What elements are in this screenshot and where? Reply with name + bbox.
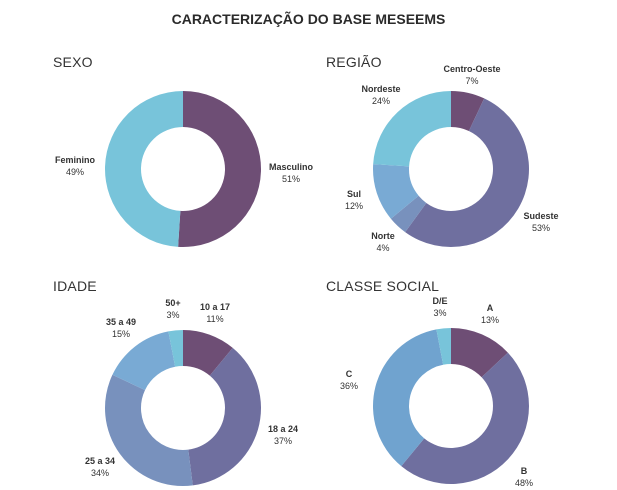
label-idade-50-name: 50+ (165, 298, 180, 308)
slice-idade-35-a-49 (112, 331, 176, 391)
label-sexo-masculino-name: Masculino (269, 162, 314, 172)
chart-title-sexo: SEXO (53, 54, 93, 70)
slice-classe-social-d-e (436, 328, 451, 365)
slice-regiao-sudeste (405, 98, 529, 247)
label-idade-18-a-24-name: 18 a 24 (268, 424, 298, 434)
label-idade-25-a-34-name: 25 a 34 (85, 456, 115, 466)
label-regiao-centro-oeste-value: 7% (465, 76, 478, 86)
label-classe-social-a-name: A (487, 303, 494, 313)
slice-regiao-nordeste (373, 91, 451, 167)
slice-sexo-feminino (105, 91, 183, 247)
slice-classe-social-c (372, 329, 444, 467)
slice-classe-social-b (401, 352, 530, 485)
label-regiao-nordeste-name: Nordeste (361, 84, 400, 94)
slice-regiao-norte (390, 195, 427, 233)
label-idade-10-a-17-name: 10 a 17 (200, 302, 230, 312)
slice-classe-social-a (451, 328, 508, 378)
label-regiao-sudeste-value: 53% (532, 223, 550, 233)
label-classe-social-b-value: 48% (515, 478, 533, 488)
label-idade-25-a-34-value: 34% (91, 468, 109, 478)
label-classe-social-d-e-name: D/E (432, 296, 447, 306)
label-regiao-norte-name: Norte (371, 231, 395, 241)
label-classe-social-c-name: C (346, 369, 353, 379)
page-title: CARACTERIZAÇÃO DO BASE MESEEMS (171, 11, 446, 27)
chart-title-idade: IDADE (53, 278, 97, 294)
label-classe-social-d-e-value: 3% (433, 308, 446, 318)
slice-regiao-sul (373, 164, 419, 219)
label-classe-social-c-value: 36% (340, 381, 358, 391)
label-regiao-nordeste-value: 24% (372, 96, 390, 106)
label-regiao-centro-oeste-name: Centro-Oeste (443, 64, 500, 74)
label-idade-10-a-17-value: 11% (206, 314, 223, 324)
label-regiao-sul-value: 12% (345, 201, 363, 211)
chart-title-regiao: REGIÃO (326, 54, 382, 70)
slice-regiao-centro-oeste (451, 91, 485, 131)
slice-idade-18-a-24 (188, 347, 261, 486)
label-regiao-sul-name: Sul (347, 189, 361, 199)
label-idade-50-value: 3% (166, 310, 179, 320)
label-classe-social-b-name: B (521, 466, 528, 476)
label-sexo-masculino-value: 51% (282, 174, 300, 184)
slice-sexo-masculino (178, 91, 262, 247)
label-sexo-feminino-value: 49% (66, 167, 84, 177)
label-idade-35-a-49-value: 15% (112, 329, 130, 339)
label-idade-35-a-49-name: 35 a 49 (106, 317, 136, 327)
chart-title-classe-social: CLASSE SOCIAL (326, 278, 440, 294)
slice-idade-10-a-17 (183, 330, 233, 376)
label-idade-18-a-24-value: 37% (274, 436, 292, 446)
label-sexo-feminino-name: Feminino (55, 155, 96, 165)
label-classe-social-a-value: 13% (481, 315, 499, 325)
slice-idade-50 (168, 330, 183, 367)
label-regiao-sudeste-name: Sudeste (523, 211, 558, 221)
slice-idade-25-a-34 (104, 374, 193, 487)
label-regiao-norte-value: 4% (376, 243, 389, 253)
